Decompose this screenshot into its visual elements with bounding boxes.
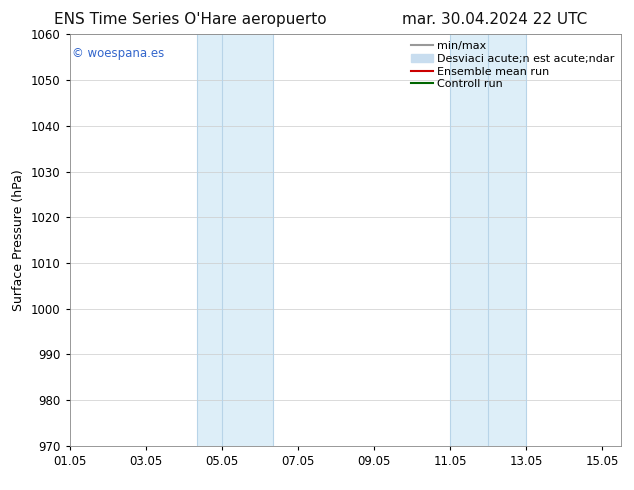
- Bar: [450, 34, 526, 446]
- Text: © woespana.es: © woespana.es: [72, 47, 165, 60]
- Bar: [197, 34, 273, 446]
- Text: mar. 30.04.2024 22 UTC: mar. 30.04.2024 22 UTC: [402, 12, 587, 27]
- Text: ENS Time Series O'Hare aeropuerto: ENS Time Series O'Hare aeropuerto: [54, 12, 327, 27]
- Y-axis label: Surface Pressure (hPa): Surface Pressure (hPa): [13, 169, 25, 311]
- Legend: min/max, Desviaci acute;n est acute;ndar, Ensemble mean run, Controll run: min/max, Desviaci acute;n est acute;ndar…: [406, 37, 619, 94]
